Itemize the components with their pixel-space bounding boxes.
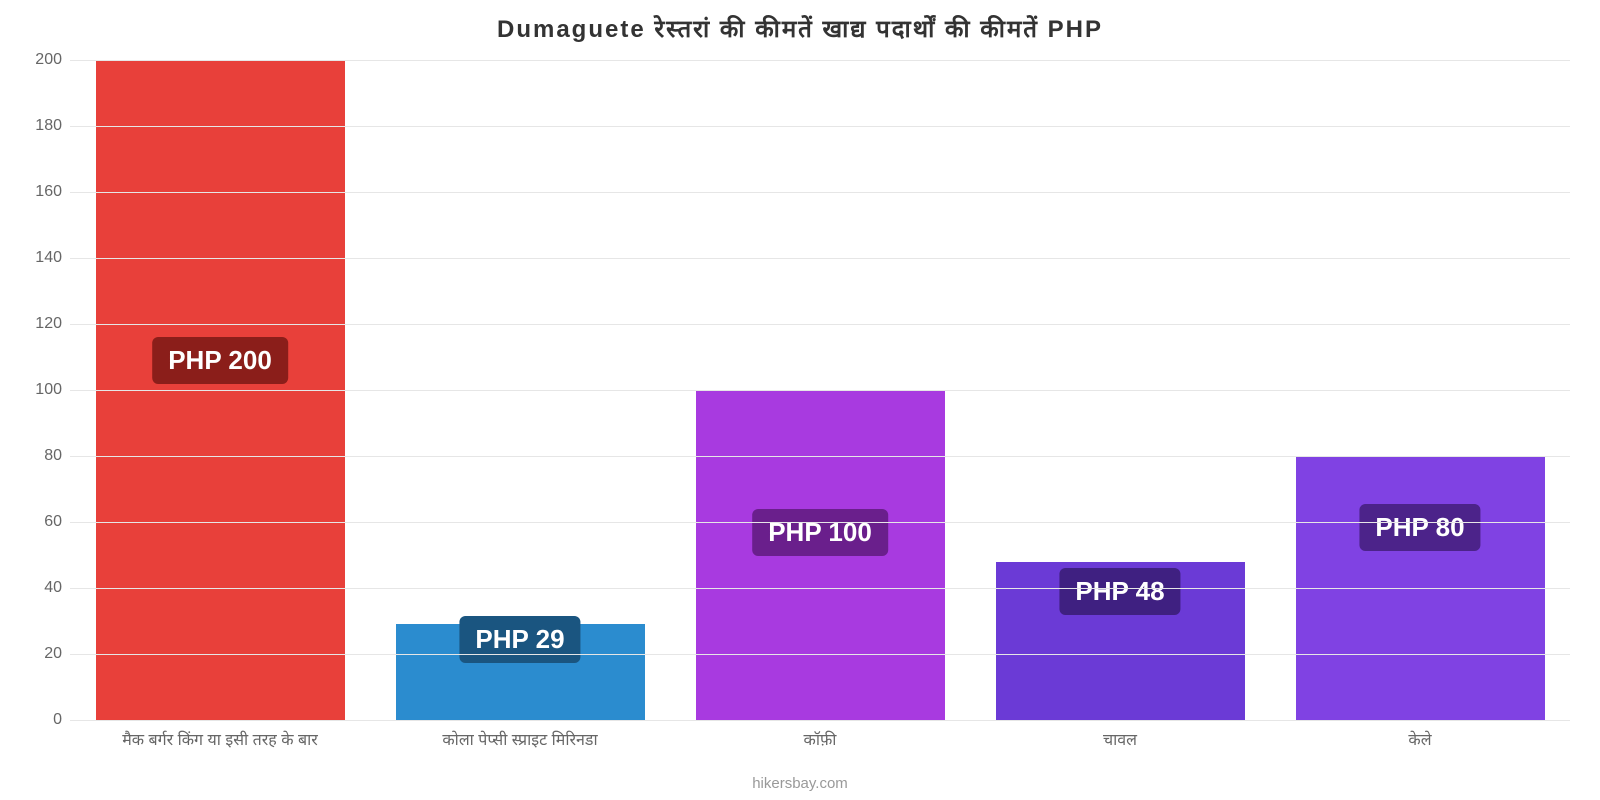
y-tick-label: 20 <box>12 645 62 663</box>
grid-line <box>70 324 1570 325</box>
bar-value-label: PHP 100 <box>752 509 888 556</box>
grid-line <box>70 60 1570 61</box>
y-tick-label: 140 <box>12 249 62 267</box>
y-tick-label: 60 <box>12 513 62 531</box>
x-tick-label: कॉफ़ी <box>804 728 837 750</box>
x-axis-labels: मैक बर्गर किंग या इसी तरह के बार कोला पेप… <box>70 728 1570 758</box>
y-tick-label: 100 <box>12 381 62 399</box>
source-label: hikersbay.com <box>0 775 1600 792</box>
plot-area: PHP 200 PHP 29 PHP 100 PHP 48 PHP 80 <box>70 60 1570 720</box>
y-tick-label: 160 <box>12 183 62 201</box>
bar-value-label: PHP 48 <box>1059 568 1180 615</box>
grid-line <box>70 522 1570 523</box>
grid-line <box>70 720 1570 721</box>
x-tick-label: कोला पेप्सी स्प्राइट मिरिनडा <box>442 728 597 750</box>
grid-line <box>70 258 1570 259</box>
grid-line <box>70 192 1570 193</box>
y-tick-label: 40 <box>12 579 62 597</box>
bar-value-label: PHP 200 <box>152 337 288 384</box>
y-tick-label: 80 <box>12 447 62 465</box>
x-tick-label: केले <box>1408 728 1431 750</box>
y-tick-label: 200 <box>12 51 62 69</box>
grid-line <box>70 588 1570 589</box>
grid-line <box>70 390 1570 391</box>
bar-value-label: PHP 29 <box>459 616 580 663</box>
y-tick-label: 120 <box>12 315 62 333</box>
grid-line <box>70 654 1570 655</box>
price-chart: Dumaguete रेस्तरां की कीमतें खाद्य पदार्… <box>0 0 1600 800</box>
bar-value-label: PHP 80 <box>1359 504 1480 551</box>
chart-title: Dumaguete रेस्तरां की कीमतें खाद्य पदार्… <box>0 12 1600 45</box>
x-tick-label: चावल <box>1103 728 1137 750</box>
x-tick-label: मैक बर्गर किंग या इसी तरह के बार <box>122 728 318 750</box>
y-tick-label: 0 <box>12 711 62 729</box>
grid-line <box>70 126 1570 127</box>
y-tick-label: 180 <box>12 117 62 135</box>
grid-line <box>70 456 1570 457</box>
